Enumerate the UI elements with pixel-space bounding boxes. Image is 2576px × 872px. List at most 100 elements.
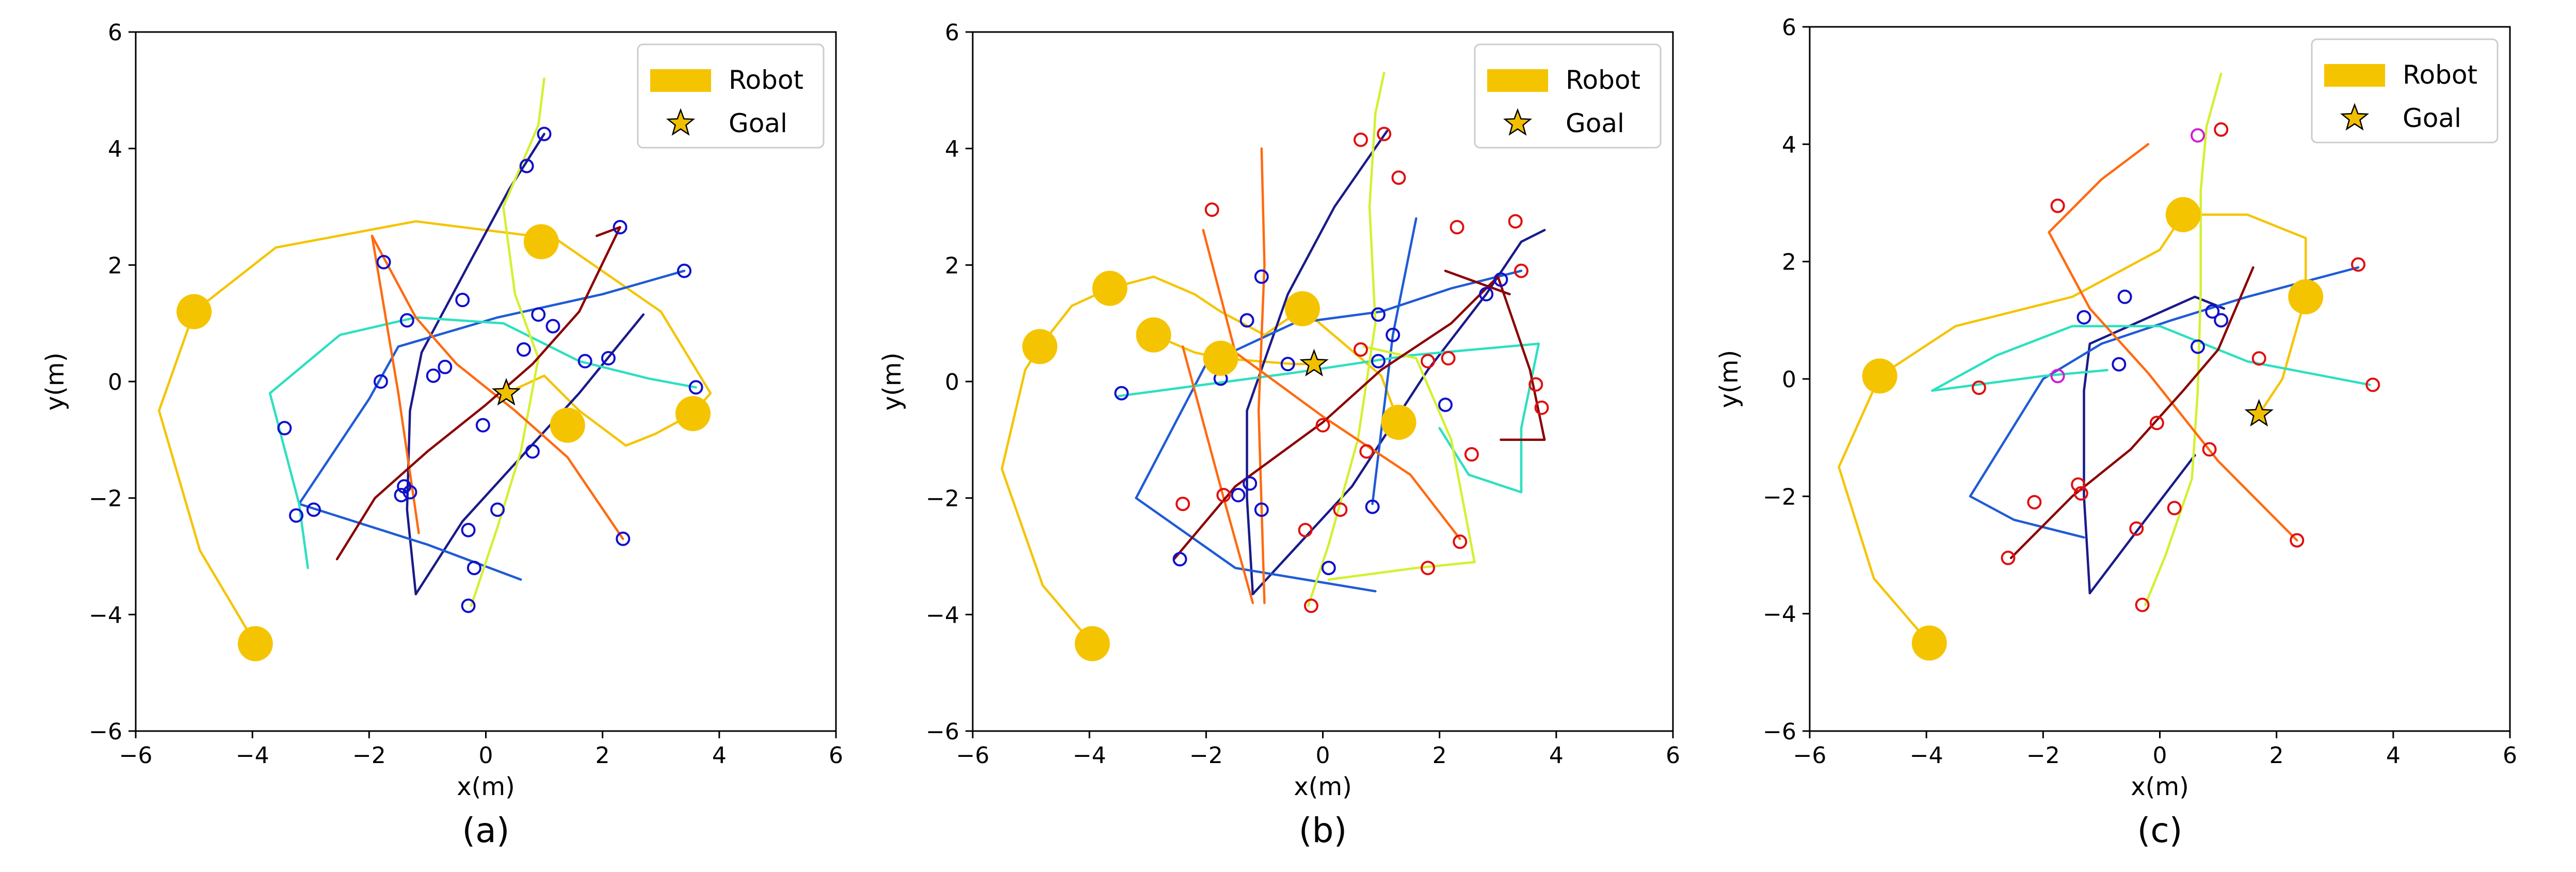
x-tick-label: −6	[119, 742, 153, 769]
obstacle-marker	[399, 313, 414, 328]
x-tick-label: −4	[236, 742, 269, 769]
obstacle-marker	[2191, 128, 2205, 143]
y-tick-label: −4	[926, 602, 959, 628]
y-tick-label: −2	[926, 486, 959, 512]
trajectory-line	[1251, 229, 1546, 596]
robot-marker	[1136, 317, 1171, 353]
trajectory-line	[157, 220, 712, 645]
obstacle-marker	[2050, 198, 2065, 213]
goal-star-icon	[492, 378, 521, 406]
trajectory-line	[1202, 229, 1461, 540]
trajectory-line	[2144, 72, 2223, 606]
obstacle-markers	[1114, 126, 1549, 613]
x-tick-label: −2	[1189, 742, 1223, 769]
obstacle-marker	[616, 531, 631, 546]
panel-caption: (a)	[462, 811, 510, 850]
obstacle-marker	[1441, 351, 1456, 366]
obstacle-marker	[1421, 354, 1436, 369]
legend-robot-swatch	[650, 69, 711, 92]
robot-marker	[176, 294, 212, 329]
y-tick-label: 6	[945, 20, 959, 46]
trajectory-line	[406, 133, 545, 596]
trajectory-line	[2048, 143, 2298, 542]
obstacle-marker	[677, 263, 691, 278]
obstacle-marker	[1450, 219, 1464, 234]
legend-robot-swatch	[2324, 64, 2385, 87]
obstacle-marker	[1303, 598, 1318, 613]
x-tick-label: 0	[2153, 742, 2167, 769]
trajectory-line	[2088, 454, 2196, 595]
robot-marker	[1074, 626, 1110, 661]
trajectory-line	[1135, 269, 1523, 593]
obstacle-marker	[688, 380, 703, 395]
x-axis-label: x(m)	[2131, 772, 2189, 801]
x-tick-label: 6	[829, 742, 843, 769]
obstacle-marker	[1298, 522, 1313, 537]
trajectory-line	[335, 226, 621, 561]
obstacle-marker	[519, 158, 534, 173]
trajectory-line	[1931, 325, 2371, 392]
obstacle-marker	[461, 522, 476, 537]
trajectory-line	[470, 77, 545, 607]
robot-marker	[237, 626, 273, 661]
y-axis-label: y(m)	[1715, 350, 1744, 408]
y-tick-label: 2	[108, 252, 122, 279]
obstacle-marker	[1354, 342, 1369, 357]
obstacle-marker	[461, 598, 476, 613]
trajectory-line	[1117, 342, 1540, 494]
obstacle-markers	[1971, 122, 2380, 612]
obstacle-marker	[1371, 354, 1386, 369]
robot-marker	[1284, 291, 1320, 326]
panel-caption: (b)	[1299, 811, 1347, 850]
y-axis-label: y(m)	[41, 353, 70, 411]
obstacle-marker	[1453, 534, 1468, 549]
x-axis-label: x(m)	[1294, 772, 1352, 801]
obstacle-marker	[1528, 377, 1543, 392]
robot-marker	[1092, 271, 1128, 306]
y-tick-label: −4	[1763, 601, 1796, 628]
obstacle-marker	[277, 421, 292, 436]
legend-goal-label: Goal	[729, 108, 787, 138]
obstacle-marker	[2205, 304, 2220, 319]
obstacle-marker	[1421, 561, 1436, 576]
y-tick-label: 0	[945, 369, 959, 395]
obstacle-marker	[1479, 287, 1494, 302]
y-tick-label: 6	[108, 20, 122, 46]
obstacle-marker	[1254, 502, 1269, 517]
obstacle-marker	[2112, 357, 2127, 372]
obstacle-marker	[1493, 272, 1508, 287]
x-tick-label: −4	[1910, 742, 1943, 769]
trajectory-line	[1246, 130, 1389, 596]
x-tick-label: 4	[1549, 742, 1564, 769]
legend: Robot Goal	[1474, 43, 1662, 149]
y-tick-label: 4	[945, 136, 959, 163]
trajectories	[1838, 72, 2371, 644]
y-tick-label: 2	[945, 252, 959, 279]
trajectory-line	[2083, 295, 2226, 595]
legend-robot-swatch	[1487, 69, 1548, 92]
obstacle-marker	[2071, 477, 2086, 492]
obstacle-marker	[376, 255, 391, 269]
x-tick-label: 6	[2503, 742, 2517, 769]
obstacle-marker	[2076, 310, 2091, 325]
x-tick-label: 2	[2269, 742, 2284, 769]
legend-goal-star-icon	[2340, 103, 2370, 131]
y-tick-label: 0	[1782, 367, 1796, 393]
y-tick-label: 4	[108, 136, 122, 163]
chart-panel-2: −6 −4 −2 0 2 4 6 −6 −4 −2 0 2 4 6 x(m) y(m) (b) Robot Goal	[878, 20, 1680, 850]
legend-robot-label: Robot	[1566, 65, 1640, 95]
goal-star-icon	[2244, 399, 2274, 427]
obstacle-marker	[1315, 418, 1330, 433]
robot-marker	[2165, 197, 2201, 232]
obstacle-marker	[490, 502, 505, 517]
legend: Robot Goal	[2311, 38, 2499, 144]
obstacle-marker	[455, 293, 470, 308]
obstacle-marker	[2001, 550, 2016, 565]
x-tick-label: 0	[479, 742, 493, 769]
obstacle-marker	[1464, 447, 1479, 462]
obstacle-marker	[2350, 257, 2365, 272]
obstacle-marker	[2135, 597, 2150, 612]
x-tick-label: −4	[1073, 742, 1106, 769]
robot-marker	[1862, 358, 1897, 394]
obstacle-marker	[537, 126, 552, 141]
